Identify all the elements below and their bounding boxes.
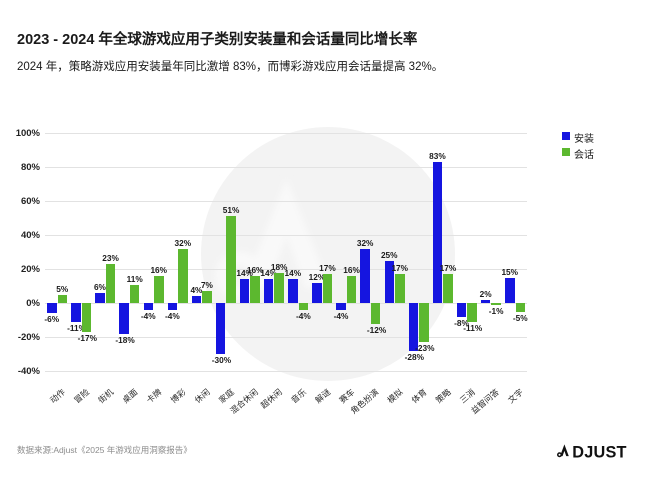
svg-text:DJUST: DJUST [572,443,626,461]
